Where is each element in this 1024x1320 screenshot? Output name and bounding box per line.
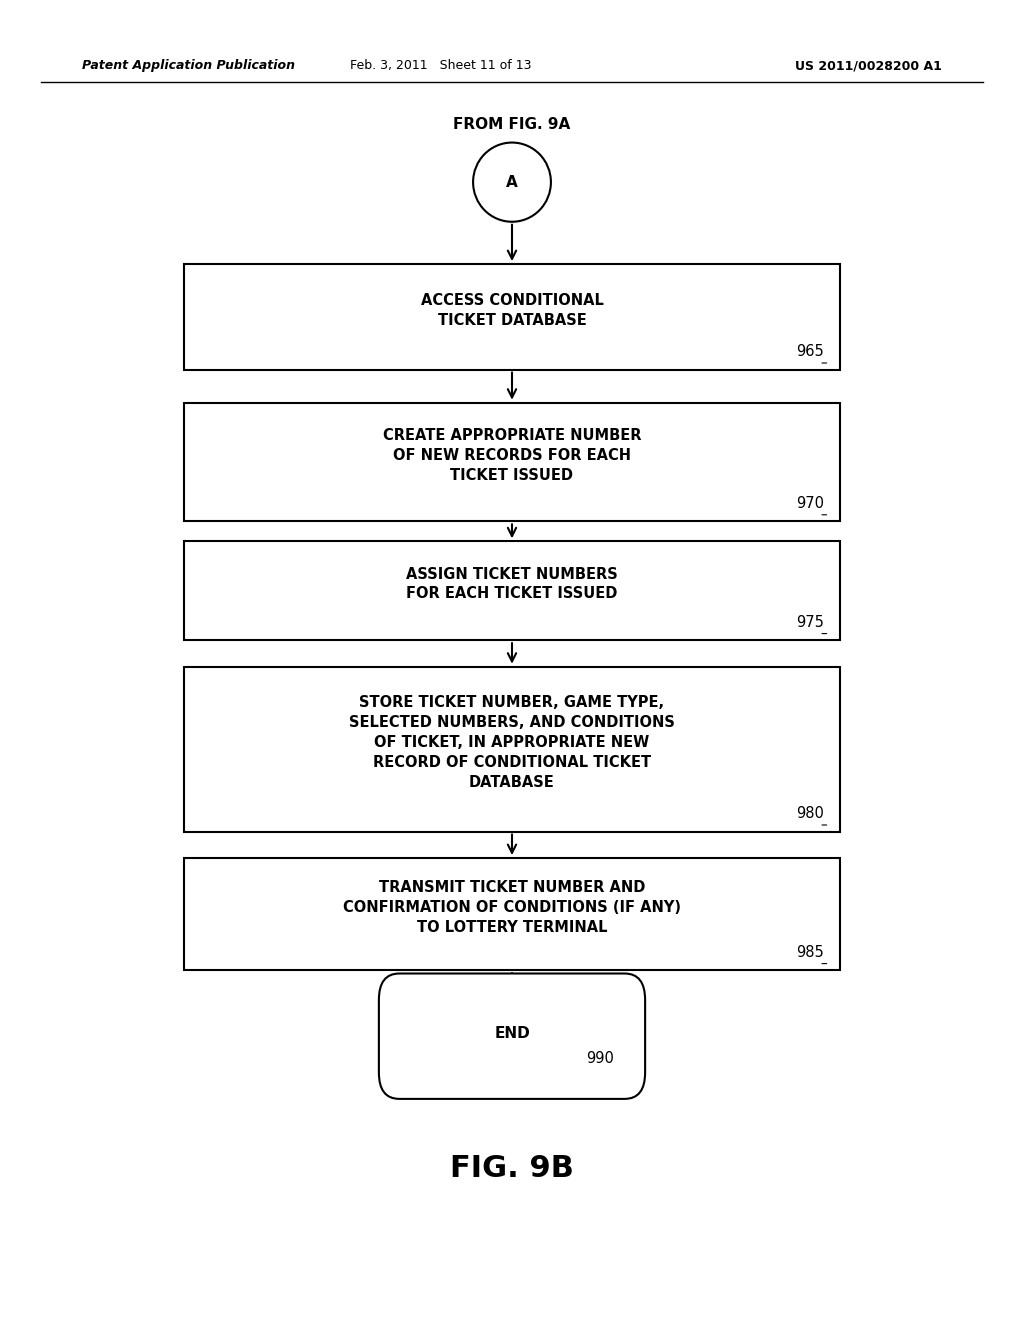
- Text: A: A: [506, 174, 518, 190]
- Text: 980: 980: [797, 807, 824, 821]
- Bar: [184, 858, 840, 970]
- Bar: [184, 667, 840, 832]
- Text: 975: 975: [797, 615, 824, 630]
- Text: 990: 990: [587, 1051, 614, 1067]
- Ellipse shape: [473, 143, 551, 222]
- Text: 970: 970: [797, 496, 824, 511]
- Bar: [184, 403, 840, 521]
- Bar: [184, 541, 840, 640]
- Text: END: END: [495, 1026, 529, 1041]
- Text: Patent Application Publication: Patent Application Publication: [82, 59, 295, 73]
- Text: 985: 985: [797, 945, 824, 960]
- Text: STORE TICKET NUMBER, GAME TYPE,
SELECTED NUMBERS, AND CONDITIONS
OF TICKET, IN A: STORE TICKET NUMBER, GAME TYPE, SELECTED…: [349, 696, 675, 789]
- FancyBboxPatch shape: [379, 974, 645, 1098]
- Text: ASSIGN TICKET NUMBERS
FOR EACH TICKET ISSUED: ASSIGN TICKET NUMBERS FOR EACH TICKET IS…: [407, 566, 617, 602]
- Bar: [184, 264, 840, 370]
- Text: TRANSMIT TICKET NUMBER AND
CONFIRMATION OF CONDITIONS (IF ANY)
TO LOTTERY TERMIN: TRANSMIT TICKET NUMBER AND CONFIRMATION …: [343, 880, 681, 935]
- Text: Feb. 3, 2011   Sheet 11 of 13: Feb. 3, 2011 Sheet 11 of 13: [349, 59, 531, 73]
- Text: CREATE APPROPRIATE NUMBER
OF NEW RECORDS FOR EACH
TICKET ISSUED: CREATE APPROPRIATE NUMBER OF NEW RECORDS…: [383, 428, 641, 483]
- Text: US 2011/0028200 A1: US 2011/0028200 A1: [796, 59, 942, 73]
- Text: 965: 965: [797, 345, 824, 359]
- Text: ACCESS CONDITIONAL
TICKET DATABASE: ACCESS CONDITIONAL TICKET DATABASE: [421, 293, 603, 327]
- Text: FIG. 9B: FIG. 9B: [451, 1154, 573, 1183]
- Text: FROM FIG. 9A: FROM FIG. 9A: [454, 117, 570, 132]
